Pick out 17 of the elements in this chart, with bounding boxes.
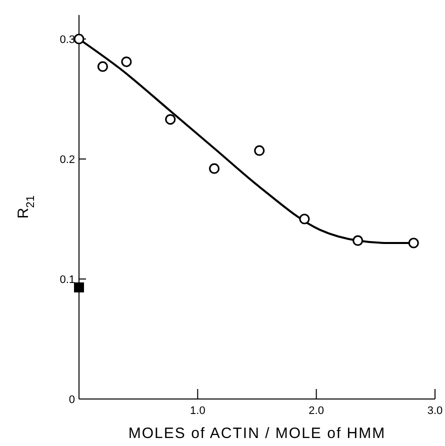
point xyxy=(299,214,310,224)
x-tick-label: 2.0 xyxy=(308,405,324,417)
y-tick-label: 0.1 xyxy=(60,274,75,286)
x-tick-label: 1.0 xyxy=(190,405,206,417)
x-axis-title: MOLES of ACTIN / MOLE of HMM xyxy=(128,425,386,442)
point xyxy=(97,61,108,72)
x-tick-label: 3.0 xyxy=(427,405,443,417)
point xyxy=(121,56,132,68)
y-tick-label: 0.3 xyxy=(60,34,75,46)
point xyxy=(74,282,84,292)
y-tick-label: 0.2 xyxy=(60,154,75,166)
point xyxy=(165,114,176,125)
y-tick-label: 0 xyxy=(68,394,75,406)
point xyxy=(352,235,364,246)
point xyxy=(254,145,265,156)
point xyxy=(208,163,220,174)
point xyxy=(408,238,419,248)
